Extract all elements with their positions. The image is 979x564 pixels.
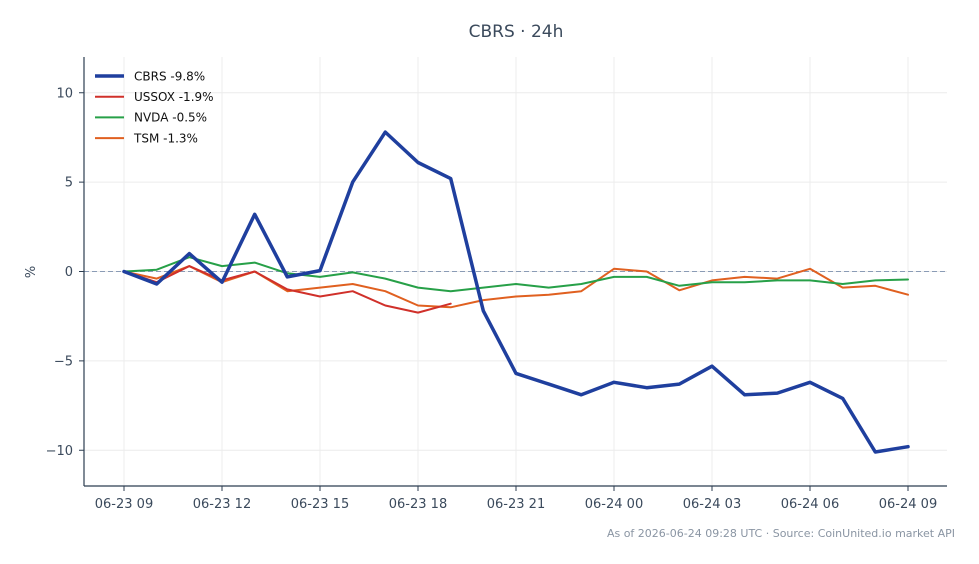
series-layer bbox=[122, 130, 910, 454]
y-tick-label: −10 bbox=[46, 444, 73, 459]
y-tick-label: 10 bbox=[56, 86, 73, 101]
legend-label-ussox: USSOX -1.9% bbox=[134, 90, 214, 104]
chart-title: CBRS · 24h bbox=[469, 22, 564, 42]
footer-note: As of 2026-06-24 09:28 UTC · Source: Coi… bbox=[607, 527, 955, 540]
y-tick-label: 0 bbox=[65, 265, 73, 280]
x-tick-label: 06-24 03 bbox=[683, 497, 741, 512]
x-tick-label: 06-23 15 bbox=[291, 497, 349, 512]
x-tick-label: 06-23 18 bbox=[389, 497, 447, 512]
y-tick-label: −5 bbox=[54, 354, 73, 369]
legend-label-nvda: NVDA -0.5% bbox=[134, 111, 207, 125]
x-tick-label: 06-23 12 bbox=[193, 497, 251, 512]
series-line-nvda bbox=[123, 256, 909, 293]
y-axis-label: % bbox=[24, 266, 39, 278]
x-tick-label: 06-24 09 bbox=[879, 497, 937, 512]
series-line-cbrs bbox=[122, 130, 910, 454]
x-tick-label: 06-23 09 bbox=[95, 497, 153, 512]
series-line-ussox bbox=[123, 265, 452, 314]
legend: CBRS -9.8% USSOX -1.9% NVDA -0.5% TSM -1.3% bbox=[95, 69, 214, 145]
legend-label-cbrs: CBRS -9.8% bbox=[134, 69, 205, 83]
ticks: −10 −5 0 5 10 06-23 09 06-23 12 06-23 15 06-23 1… bbox=[46, 86, 938, 512]
legend-label-tsm: TSM -1.3% bbox=[133, 131, 198, 145]
y-tick-label: 5 bbox=[65, 176, 73, 191]
x-tick-label: 06-23 21 bbox=[487, 497, 545, 512]
x-tick-label: 06-24 00 bbox=[585, 497, 643, 512]
x-tick-label: 06-24 06 bbox=[781, 497, 839, 512]
